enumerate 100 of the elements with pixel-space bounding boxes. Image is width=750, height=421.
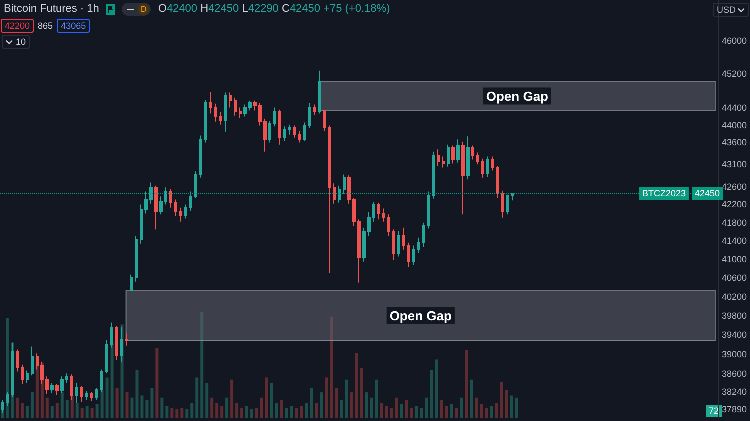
band-label: Open Gap — [390, 308, 452, 324]
y-tick-label: 45200 — [722, 69, 748, 80]
candlestick — [447, 144, 450, 168]
candlestick — [31, 346, 34, 376]
candlestick — [293, 125, 296, 138]
candlestick — [125, 333, 128, 346]
bar — [210, 398, 214, 418]
bar — [415, 406, 418, 418]
candlestick — [283, 126, 286, 142]
y-tick-label: 40200 — [722, 292, 748, 302]
candlestick — [387, 214, 390, 237]
candlestick — [288, 124, 291, 136]
candlestick — [486, 156, 489, 178]
bar — [16, 398, 19, 418]
bar — [275, 403, 278, 418]
y-tick-label: 39800 — [722, 310, 748, 321]
candlestick — [501, 190, 504, 218]
y-tick-label: 42600 — [722, 182, 748, 192]
candlestick — [278, 109, 281, 146]
candlestick — [219, 112, 222, 126]
candlestick — [189, 191, 192, 212]
bar — [375, 380, 378, 418]
annotation: USD — [716, 5, 736, 15]
candlestick — [268, 120, 271, 144]
bar — [440, 400, 444, 418]
annotation: D — [138, 4, 150, 14]
bar — [325, 378, 328, 418]
candlestick — [402, 227, 405, 250]
candlestick — [214, 103, 217, 122]
bar — [240, 408, 244, 418]
bar — [100, 390, 104, 418]
bar — [305, 403, 308, 418]
bar — [495, 403, 498, 418]
bar — [315, 403, 318, 418]
candlestick — [199, 135, 202, 178]
bar — [56, 403, 59, 418]
candlestick — [26, 370, 29, 384]
bar — [450, 404, 454, 418]
bar — [295, 408, 298, 418]
candlestick — [491, 156, 494, 172]
bar — [420, 408, 424, 418]
bar — [365, 392, 368, 418]
candlestick — [328, 125, 331, 274]
y-tick-label: 37890 — [722, 404, 748, 414]
annotation: 43065 — [57, 19, 90, 33]
bar — [485, 408, 488, 418]
candlestick — [377, 202, 380, 220]
candlestick — [308, 102, 311, 128]
bar — [110, 342, 114, 418]
candlestick — [273, 107, 276, 128]
candlestick — [506, 194, 509, 216]
y-tick-label: 39400 — [722, 330, 748, 340]
bar — [265, 378, 268, 418]
bar — [430, 370, 434, 418]
bar — [470, 380, 474, 418]
bar — [300, 406, 304, 418]
bar — [130, 398, 134, 418]
candlestick — [75, 382, 78, 404]
bar — [330, 317, 334, 418]
bar — [116, 388, 119, 418]
candlestick — [427, 191, 430, 230]
bar — [190, 403, 194, 418]
bar — [156, 348, 159, 418]
bar — [500, 382, 504, 418]
candlestick — [204, 100, 207, 144]
annotation: 42200 — [1, 19, 34, 33]
candlestick — [417, 237, 420, 254]
candlestick — [461, 141, 465, 216]
candlestick — [95, 388, 98, 400]
bar — [400, 404, 404, 418]
bar — [126, 392, 129, 418]
candlestick — [382, 208, 385, 222]
candlestick — [338, 185, 341, 204]
y-tick-label: 38600 — [722, 369, 748, 380]
y-tick-label: 42200 — [722, 200, 748, 210]
candlestick — [154, 185, 158, 230]
bar — [60, 392, 64, 418]
annotation: O42400 H42450 L42290 C42450 +75 (+0.18%) — [158, 3, 390, 15]
candlestick — [303, 122, 306, 142]
bar — [86, 406, 89, 418]
y-tick-label: 43100 — [722, 160, 748, 170]
candlestick — [224, 92, 227, 132]
y-tick-label: 41000 — [722, 254, 748, 265]
bar — [410, 408, 414, 418]
y-tick-label: 41400 — [722, 236, 748, 246]
bar — [206, 383, 209, 418]
bar — [200, 312, 204, 418]
bar — [510, 396, 514, 418]
candlestick — [298, 130, 301, 144]
bar — [465, 350, 468, 418]
candlestick — [392, 229, 395, 261]
y-tick-label: 41800 — [722, 218, 748, 228]
candlestick — [422, 222, 425, 248]
candlestick — [174, 199, 177, 217]
candlestick — [194, 171, 197, 198]
candlestick — [333, 183, 336, 204]
candlestick — [21, 364, 24, 385]
candlestick — [229, 92, 232, 108]
bar — [285, 408, 288, 418]
candlestick — [511, 192, 514, 202]
